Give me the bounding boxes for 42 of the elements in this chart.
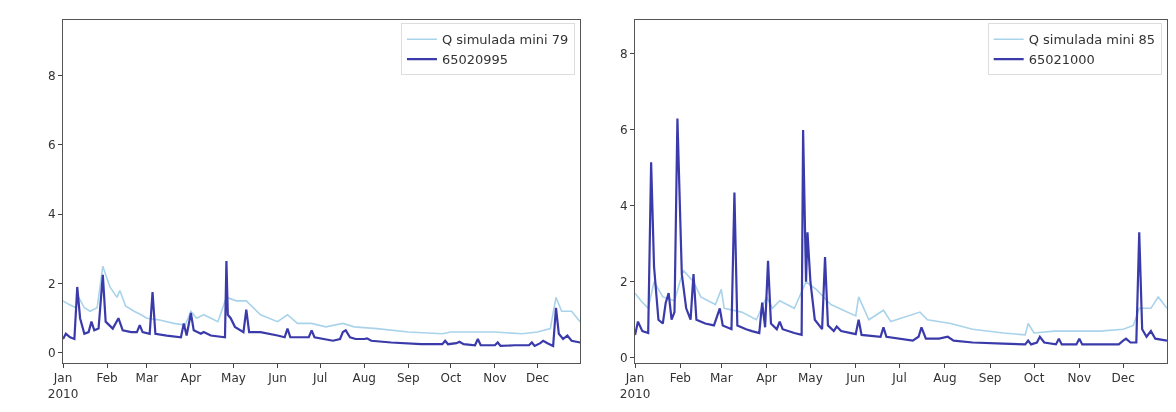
- x-tick-label: Oct: [1023, 371, 1045, 385]
- x-tick-label: Jul: [891, 371, 907, 385]
- x-tick-label: Jan 2010: [619, 371, 651, 401]
- x-tick-label: May: [221, 371, 246, 385]
- y-tick-label: 8: [620, 47, 628, 62]
- x-tick-label: Jul: [311, 371, 328, 385]
- legend-label: 65020995: [441, 52, 509, 68]
- x-tick-label: Jun: [267, 371, 287, 385]
- x-tick-label: Apr: [756, 371, 778, 385]
- x-tick-label: Jan 2010: [47, 371, 79, 401]
- legend-label: Q simulada mini 85: [1028, 32, 1156, 48]
- x-tick-label: Sep: [978, 371, 1002, 385]
- x-tick-label: Nov: [1067, 371, 1092, 385]
- legend-label: Q simulada mini 79: [441, 32, 569, 48]
- x-tick-label: Mar: [709, 371, 733, 385]
- x-tick-label: Dec: [1111, 371, 1135, 385]
- x-tick-label: May: [798, 371, 823, 385]
- x-tick-label: Sep: [396, 371, 420, 385]
- y-tick-label: 4: [48, 207, 56, 222]
- line-series: [63, 259, 581, 348]
- y-tick-label: 6: [620, 123, 628, 138]
- y-tick-label: 2: [620, 274, 628, 289]
- x-tick-label: Nov: [483, 371, 507, 385]
- y-tick-label: 4: [620, 199, 628, 214]
- x-tick-label: Dec: [525, 371, 550, 385]
- y-tick-label: 6: [48, 137, 56, 152]
- x-tick-label: Oct: [440, 371, 462, 385]
- line-series: [63, 265, 581, 335]
- x-tick-label: Aug: [933, 371, 957, 385]
- x-tick-label: Feb: [96, 371, 118, 385]
- y-tick-label: 0: [620, 350, 628, 365]
- legend-label: 65021000: [1028, 52, 1095, 68]
- x-tick-label: Mar: [135, 371, 159, 385]
- line-series: [635, 117, 1167, 346]
- line-series: [635, 269, 1167, 336]
- y-tick-label: 2: [48, 276, 56, 291]
- x-tick-label: Jun: [845, 371, 866, 385]
- x-tick-label: Aug: [352, 371, 376, 385]
- y-tick-label: 0: [48, 346, 56, 361]
- x-tick-label: Apr: [180, 371, 202, 385]
- x-tick-label: Feb: [669, 371, 691, 385]
- y-tick-label: 8: [48, 68, 56, 83]
